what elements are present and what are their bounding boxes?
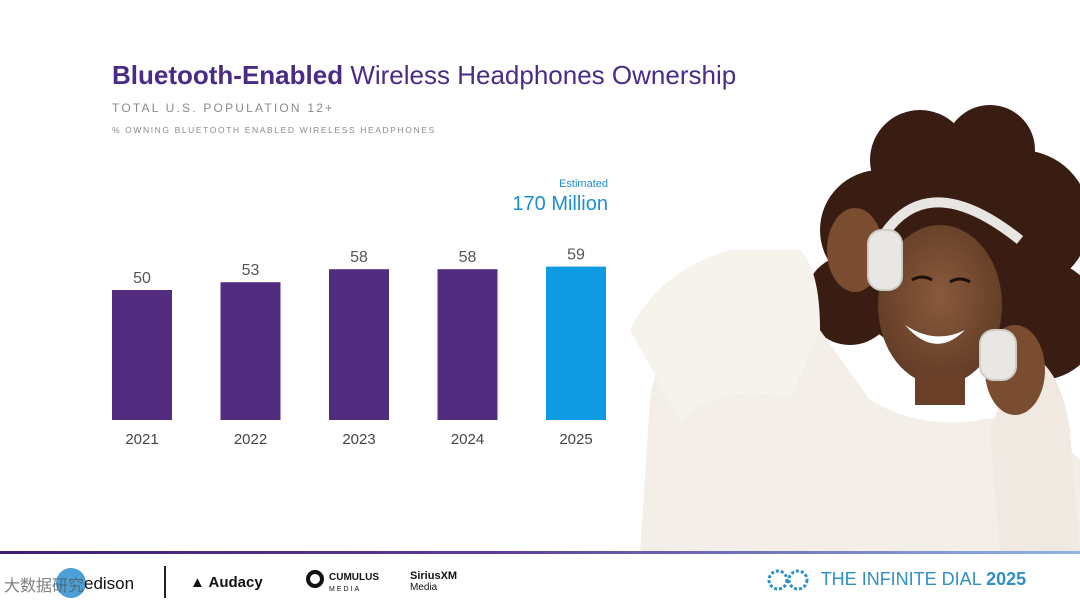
subtitle: TOTAL U.S. POPULATION 12+	[112, 101, 335, 115]
bar-2024	[437, 269, 498, 420]
x-tick-label-2022: 2022	[234, 431, 267, 448]
watermark: 大数据研究	[4, 578, 85, 595]
x-tick-label-2025: 2025	[559, 431, 592, 448]
cumulus-logo: CUMULUS MEDIA	[306, 570, 379, 593]
page-title: Bluetooth-Enabled Wireless Headphones Ow…	[112, 60, 736, 91]
estimate-label: Estimated	[559, 178, 608, 190]
logo-divider	[164, 566, 166, 598]
x-tick-label-2023: 2023	[342, 431, 375, 448]
bar-2022	[220, 282, 281, 420]
title-rest: Wireless Headphones Ownership	[350, 60, 737, 90]
footer: edison ▲ Audacy CUMULUS MEDIA SiriusXM M…	[0, 554, 1080, 608]
audacy-logo: ▲ Audacy	[190, 574, 263, 591]
x-tick-label-2021: 2021	[125, 431, 158, 448]
data-label-2023: 58	[350, 249, 368, 266]
x-tick-label-2024: 2024	[451, 431, 484, 448]
data-label-2022: 53	[242, 262, 260, 279]
infinite-dial-brand: THE INFINITE DIAL 2025	[766, 568, 1026, 592]
audacy-mark-icon: ▲	[190, 574, 205, 591]
bar-chart: 50 2021 53 2022 58 2023 58 2024 59 2025	[112, 247, 606, 448]
bar-2023	[329, 269, 389, 420]
footer-divider	[0, 551, 1080, 554]
data-label-2025: 59	[567, 247, 585, 264]
subsubtitle: % OWNING BLUETOOTH ENABLED WIRELESS HEAD…	[112, 125, 436, 135]
woman-with-headphones-photo	[630, 105, 1080, 552]
cumulus-mark-icon	[306, 570, 324, 588]
bar-2021	[112, 290, 172, 420]
bar-2025	[546, 266, 606, 420]
edison-mark-icon	[56, 568, 86, 598]
edison-logo: edison	[56, 568, 134, 598]
data-label-2021: 50	[133, 270, 151, 287]
data-label-2024: 58	[459, 249, 477, 266]
infinite-dial-logo-icon	[767, 569, 809, 591]
title-bold: Bluetooth-Enabled	[112, 60, 344, 90]
siriusxm-logo: SiriusXM Media	[410, 570, 458, 594]
estimate-value: 170 Million	[512, 193, 608, 215]
